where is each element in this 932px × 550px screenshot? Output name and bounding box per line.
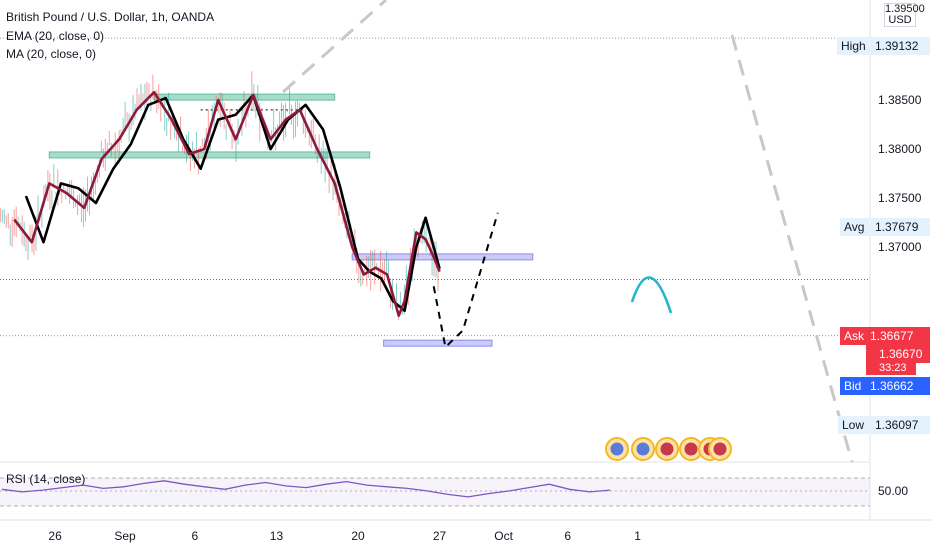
projection-path — [432, 212, 499, 350]
event-flag-icon — [660, 442, 674, 456]
last-price-value: 1.36670 — [866, 345, 930, 363]
ma-legend[interactable]: MA (20, close, 0) — [6, 47, 97, 61]
trendline-upper — [282, 0, 387, 94]
time-tick-label: 6 — [564, 529, 571, 543]
high-label: High — [837, 37, 869, 55]
ema-line — [13, 90, 441, 317]
time-tick-label: Oct — [494, 529, 513, 543]
trendline-lower — [730, 34, 854, 463]
price-tick-label: 1.38500 — [878, 93, 922, 107]
scale-unit-label[interactable]: 1.39500 USD — [884, 3, 925, 27]
support-zone — [351, 253, 534, 261]
bid-label: Bid — [840, 377, 869, 395]
event-flag-icon — [684, 442, 698, 456]
low-label: Low — [838, 416, 869, 434]
event-flag-icon — [713, 442, 727, 456]
scale-unit-currency: USD — [888, 14, 912, 26]
bar-countdown: 33:23 — [866, 361, 916, 375]
bid-value: 1.36662 — [866, 377, 930, 395]
time-tick-label: 6 — [192, 529, 199, 543]
ma-line — [24, 93, 441, 313]
time-tick-label: 13 — [270, 529, 284, 543]
low-value: 1.36097 — [871, 416, 930, 434]
resistance-zone — [48, 151, 371, 159]
ema-legend[interactable]: EMA (20, close, 0) — [6, 29, 105, 43]
price-tick-label: 1.38000 — [878, 142, 922, 156]
avg-value: 1.37679 — [871, 218, 930, 236]
rsi-level-label: 50.00 — [878, 484, 908, 498]
price-tick-label: 1.37000 — [878, 240, 922, 254]
avg-label: Avg — [840, 218, 869, 236]
support-zone — [383, 339, 493, 347]
bullish-arc — [630, 276, 673, 314]
time-tick-label: 20 — [351, 529, 365, 543]
ask-label: Ask — [840, 327, 869, 345]
time-tick-label: 27 — [433, 529, 447, 543]
symbol-legend[interactable]: British Pound / U.S. Dollar, 1h, OANDA — [6, 10, 215, 24]
rsi-legend[interactable]: RSI (14, close) — [6, 472, 86, 486]
rsi-line — [1, 480, 611, 498]
ask-value: 1.36677 — [866, 327, 930, 345]
time-tick-label: Sep — [114, 529, 136, 543]
time-tick-label: 1 — [634, 529, 641, 543]
scale-unit-price: 1.39500 — [885, 3, 925, 15]
event-flag-icon — [636, 442, 650, 456]
event-flag-icon — [610, 442, 624, 456]
time-tick-label: 26 — [48, 529, 62, 543]
price-tick-label: 1.37500 — [878, 191, 922, 205]
high-value: 1.39132 — [871, 37, 930, 55]
